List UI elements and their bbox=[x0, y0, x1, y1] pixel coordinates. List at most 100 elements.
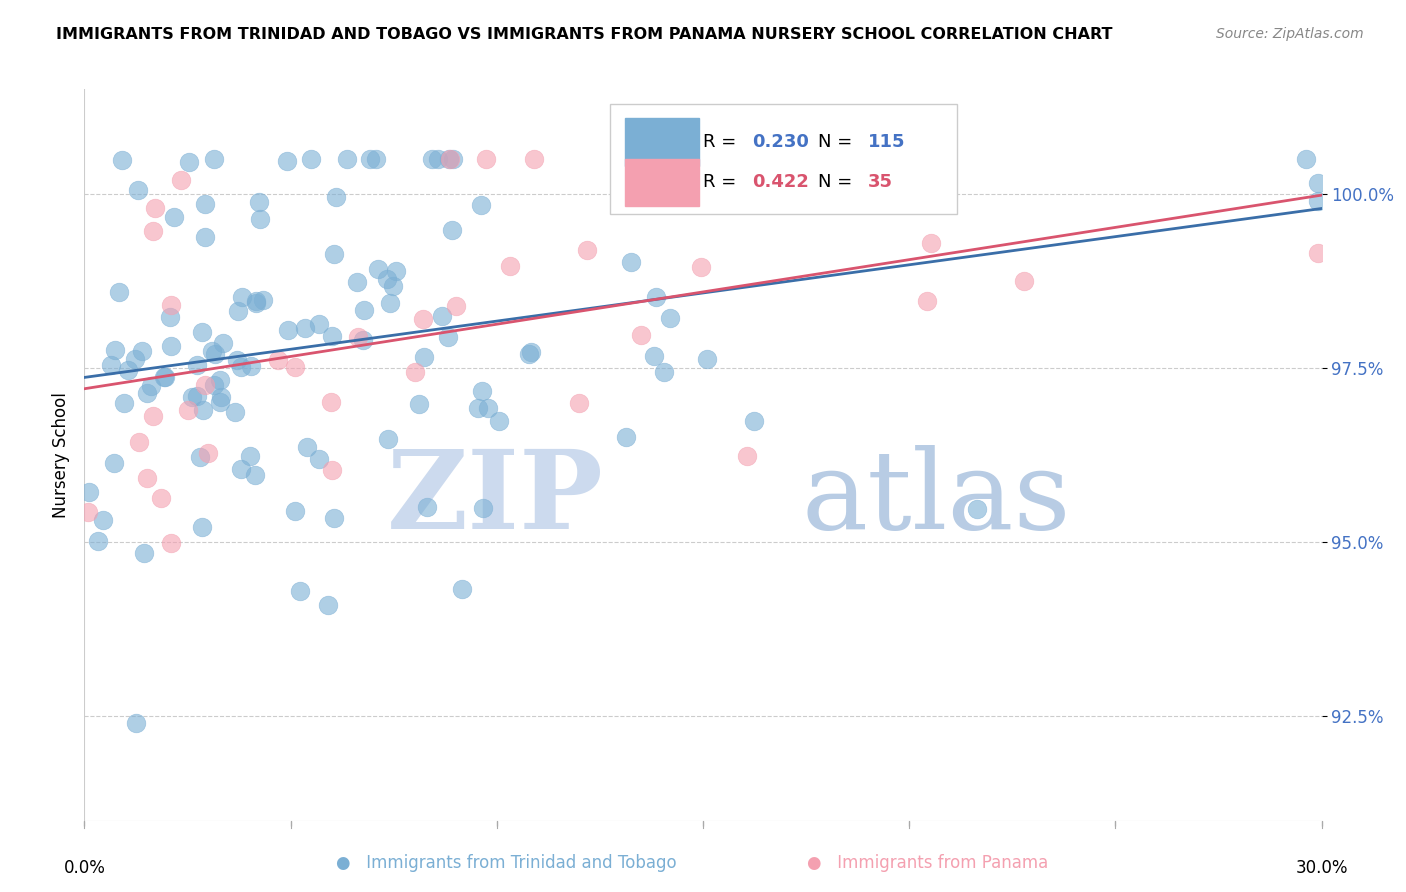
Point bbox=[643, 349, 665, 363]
Text: 35: 35 bbox=[868, 173, 893, 191]
Point bbox=[103, 456, 125, 470]
Point bbox=[316, 598, 339, 612]
Text: R =: R = bbox=[703, 173, 742, 191]
Point bbox=[669, 152, 692, 166]
Point bbox=[201, 343, 224, 358]
Point bbox=[170, 173, 193, 187]
Point bbox=[517, 347, 540, 361]
Point bbox=[915, 293, 938, 308]
Point bbox=[231, 462, 253, 476]
Point bbox=[188, 450, 211, 464]
Point bbox=[413, 351, 436, 365]
Point bbox=[108, 285, 131, 299]
Point bbox=[132, 546, 155, 560]
Point bbox=[202, 152, 225, 166]
Point bbox=[239, 449, 262, 463]
Point bbox=[212, 335, 235, 350]
Point bbox=[104, 343, 127, 357]
Point bbox=[194, 377, 217, 392]
Point bbox=[381, 278, 404, 293]
Text: 0.0%: 0.0% bbox=[63, 859, 105, 877]
Point bbox=[177, 402, 200, 417]
Point bbox=[247, 194, 270, 209]
Point bbox=[249, 211, 271, 226]
Point bbox=[352, 333, 374, 347]
Point bbox=[412, 312, 434, 326]
Point bbox=[277, 323, 299, 337]
Point bbox=[568, 396, 591, 410]
Text: R =: R = bbox=[703, 133, 742, 151]
Point bbox=[467, 401, 489, 415]
Point bbox=[111, 153, 134, 167]
Text: Source: ZipAtlas.com: Source: ZipAtlas.com bbox=[1216, 27, 1364, 41]
Point bbox=[325, 190, 347, 204]
Point bbox=[471, 384, 494, 398]
Point bbox=[437, 330, 460, 344]
Point bbox=[136, 471, 159, 485]
Text: 115: 115 bbox=[868, 133, 905, 151]
Point bbox=[523, 152, 546, 166]
Point bbox=[186, 359, 208, 373]
Point bbox=[441, 222, 464, 236]
Point bbox=[644, 290, 666, 304]
Point bbox=[408, 397, 430, 411]
Point bbox=[93, 513, 115, 527]
Point bbox=[181, 391, 204, 405]
Point bbox=[142, 409, 165, 424]
Point bbox=[488, 414, 510, 428]
Point bbox=[689, 260, 711, 274]
Point bbox=[231, 359, 253, 374]
Point bbox=[284, 504, 307, 518]
Point bbox=[519, 345, 541, 359]
Point bbox=[451, 582, 474, 596]
Point bbox=[191, 520, 214, 534]
Point bbox=[323, 510, 346, 524]
Point bbox=[470, 198, 492, 212]
Point bbox=[127, 183, 149, 197]
Point bbox=[128, 434, 150, 449]
Point bbox=[209, 390, 232, 404]
Point bbox=[266, 352, 288, 367]
Point bbox=[77, 505, 100, 519]
Point bbox=[186, 389, 208, 403]
Point bbox=[245, 293, 267, 308]
Point bbox=[474, 152, 496, 166]
Point bbox=[1295, 152, 1317, 166]
Point bbox=[153, 370, 176, 384]
Point bbox=[245, 296, 267, 310]
Text: ●   Immigrants from Panama: ● Immigrants from Panama bbox=[807, 855, 1049, 872]
Point bbox=[477, 401, 499, 416]
Point bbox=[620, 255, 643, 269]
FancyBboxPatch shape bbox=[626, 119, 699, 166]
Text: IMMIGRANTS FROM TRINIDAD AND TOBAGO VS IMMIGRANTS FROM PANAMA NURSERY SCHOOL COR: IMMIGRANTS FROM TRINIDAD AND TOBAGO VS I… bbox=[56, 27, 1112, 42]
Point bbox=[472, 501, 495, 516]
Point bbox=[143, 201, 166, 215]
Point bbox=[735, 450, 758, 464]
Text: ●   Immigrants from Trinidad and Tobago: ● Immigrants from Trinidad and Tobago bbox=[336, 855, 676, 872]
Point bbox=[789, 152, 811, 166]
Text: 30.0%: 30.0% bbox=[1295, 859, 1348, 877]
Point bbox=[284, 359, 307, 374]
Point bbox=[920, 236, 942, 251]
Point bbox=[377, 432, 399, 446]
Point bbox=[159, 310, 181, 325]
Point bbox=[276, 154, 298, 169]
Point bbox=[153, 370, 176, 384]
Point bbox=[1012, 274, 1035, 288]
Point bbox=[204, 346, 226, 360]
Point bbox=[1306, 246, 1329, 260]
Text: ZIP: ZIP bbox=[387, 445, 605, 552]
Point bbox=[141, 379, 163, 393]
Point bbox=[100, 358, 122, 372]
Point bbox=[966, 502, 988, 516]
Point bbox=[288, 583, 311, 598]
Point bbox=[299, 152, 322, 166]
Point bbox=[295, 440, 318, 454]
Point bbox=[415, 500, 437, 515]
Point bbox=[875, 152, 897, 166]
Point bbox=[359, 152, 381, 166]
Point bbox=[437, 152, 460, 166]
Text: N =: N = bbox=[818, 133, 858, 151]
Point bbox=[308, 317, 330, 331]
Point bbox=[430, 309, 453, 323]
